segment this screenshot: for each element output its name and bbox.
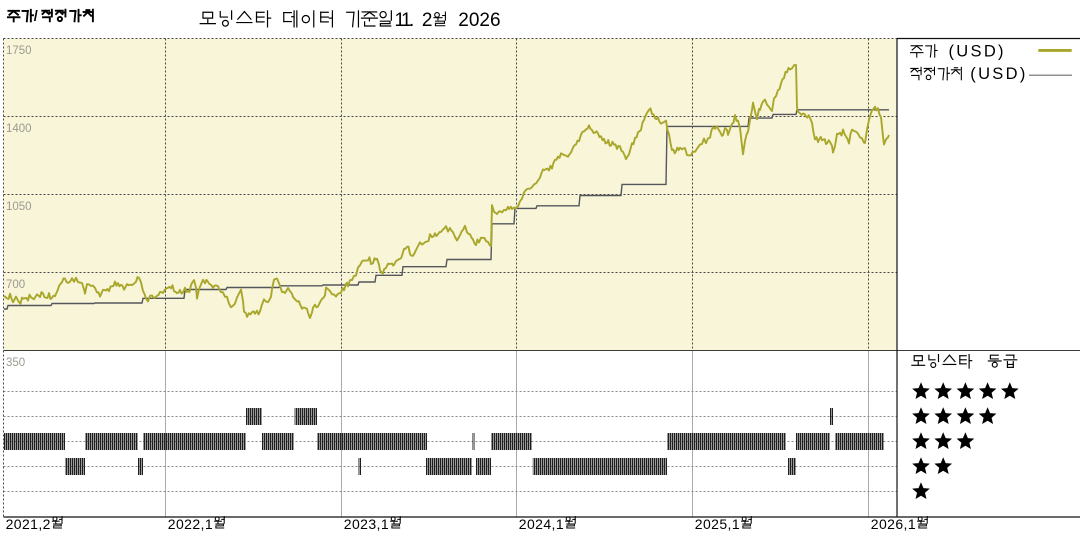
svg-text:2026: 2026 — [458, 10, 500, 31]
svg-text:350: 350 — [6, 357, 25, 369]
svg-text:(USD): (USD) — [949, 43, 1006, 61]
svg-text:2: 2 — [422, 10, 433, 31]
svg-text:2021,2: 2021,2 — [6, 516, 51, 532]
svg-text:11.: 11. — [395, 10, 414, 31]
svg-text:1750: 1750 — [6, 45, 32, 57]
svg-text:/: / — [34, 9, 38, 25]
svg-text:1400: 1400 — [6, 123, 32, 135]
svg-text:2024,1: 2024,1 — [519, 516, 564, 532]
svg-text:2023,1: 2023,1 — [344, 516, 389, 532]
svg-text:1050: 1050 — [6, 201, 32, 213]
svg-text:2022,1: 2022,1 — [168, 516, 213, 532]
svg-text:2025,1: 2025,1 — [695, 516, 740, 532]
svg-text:2026,1: 2026,1 — [871, 516, 916, 532]
svg-text:(USD): (USD) — [970, 65, 1027, 83]
svg-text:700: 700 — [6, 279, 25, 291]
